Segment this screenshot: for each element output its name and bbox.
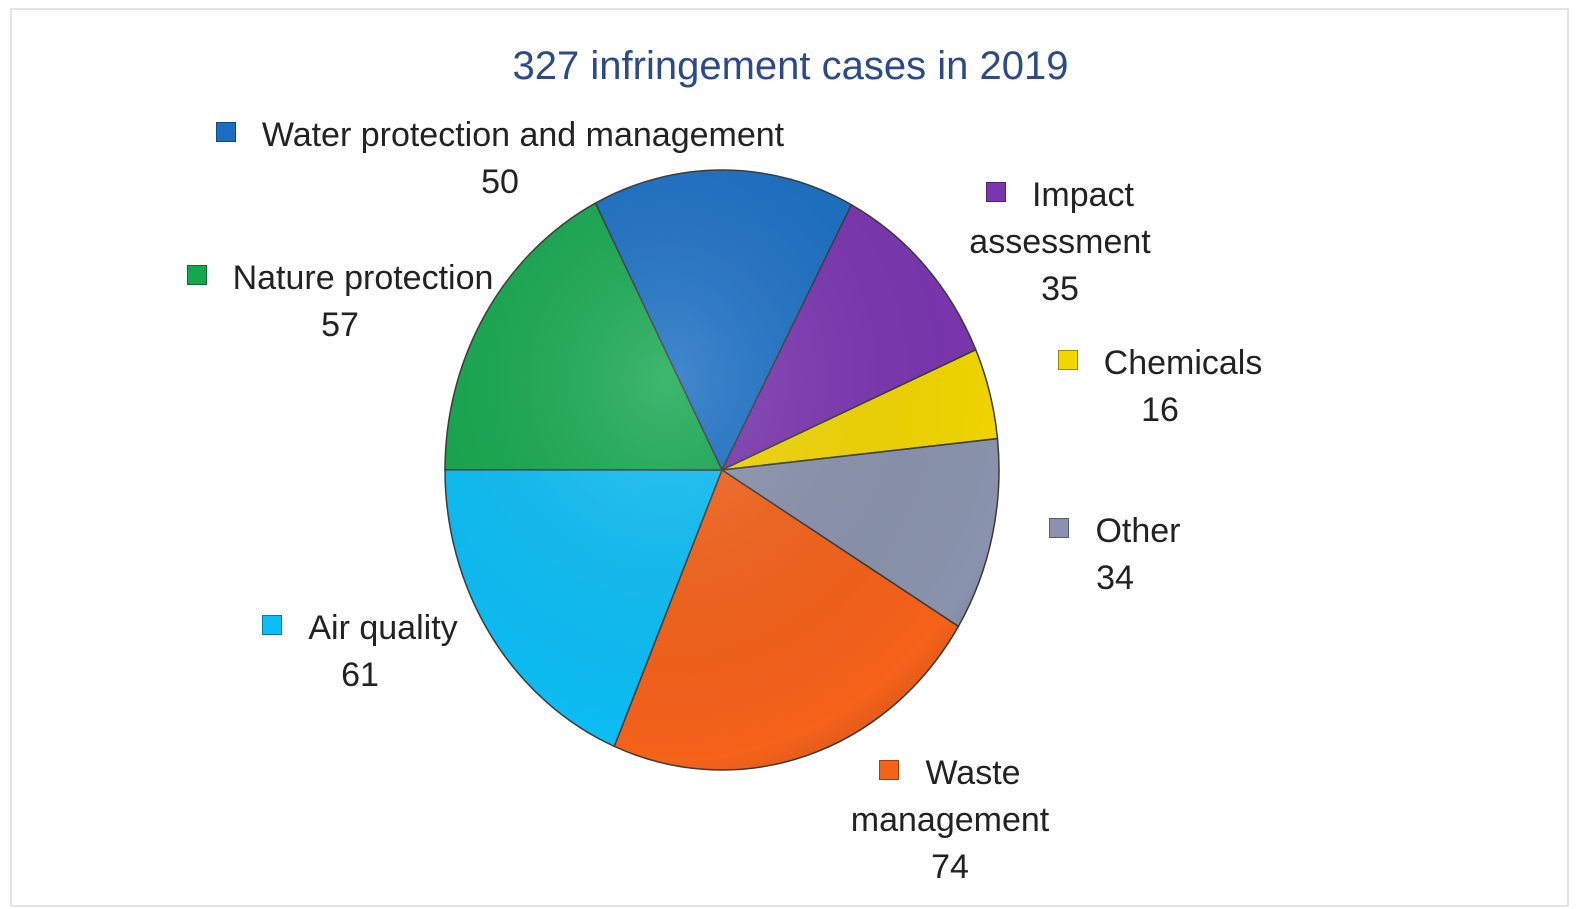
chart-frame <box>10 8 1569 907</box>
slice-label: Water protection and management 50 <box>165 112 835 206</box>
value-label: 74 <box>931 848 969 886</box>
value-label: 16 <box>1141 391 1179 429</box>
slice-label: Air quality 61 <box>220 605 500 699</box>
category-label: Waste management <box>850 754 1050 839</box>
legend-swatch <box>215 122 236 142</box>
value-label: 57 <box>321 306 359 344</box>
slice-label: Impact assessment 35 <box>935 172 1185 313</box>
legend-swatch <box>1049 518 1070 538</box>
value-label: 35 <box>1041 270 1079 308</box>
category-label: Other <box>1095 512 1181 550</box>
legend-swatch <box>1057 350 1078 370</box>
slice-label: Other 34 <box>1015 508 1215 602</box>
slice-label: Nature protection 57 <box>160 255 520 349</box>
slice-label: Waste management 74 <box>800 750 1100 891</box>
chart-title: 327 infringement cases in 2019 <box>512 44 1069 88</box>
slice-label: Chemicals 16 <box>1030 340 1290 434</box>
legend-swatch <box>985 182 1006 202</box>
category-label: Nature protection <box>232 259 494 297</box>
category-label: Impact assessment <box>969 176 1151 261</box>
value-label: 61 <box>341 656 379 694</box>
legend-swatch <box>262 615 283 635</box>
category-label: Water protection and management <box>261 116 785 154</box>
value-label: 50 <box>481 163 519 201</box>
category-label: Chemicals <box>1103 344 1263 382</box>
category-label: Air quality <box>308 609 458 647</box>
legend-swatch <box>186 265 207 285</box>
legend-swatch <box>879 760 900 780</box>
value-label: 34 <box>1096 559 1134 597</box>
